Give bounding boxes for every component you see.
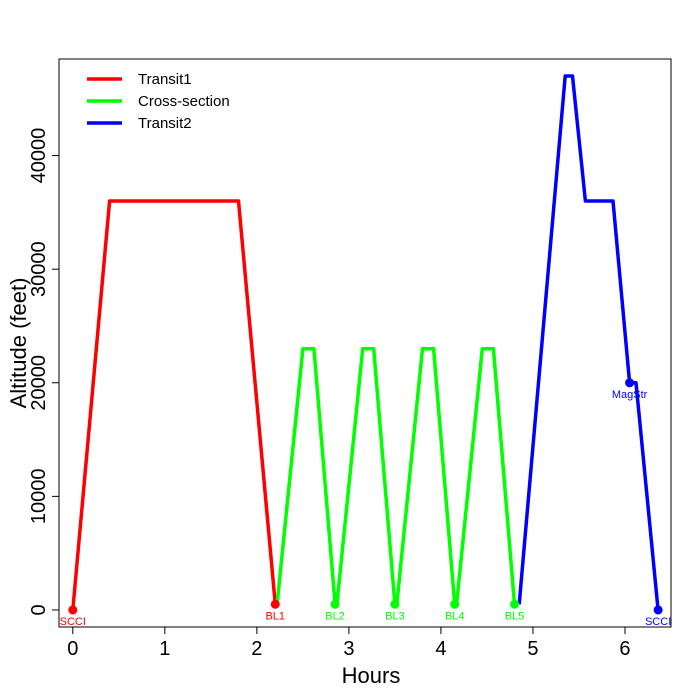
series-line-cross-section [275, 346, 517, 607]
waypoint-marker [390, 599, 400, 609]
legend-entry: Transit2 [138, 115, 192, 132]
waypoint-marker [270, 599, 280, 609]
y-tick-label: 30000 [28, 241, 50, 297]
waypoint-marker [450, 599, 460, 609]
x-tick-label: 5 [527, 638, 538, 660]
waypoints: SCCI BL1 BL2 BL3 BL4 BL5 MagStr SCCI [60, 378, 671, 628]
x-tick-label: 2 [251, 638, 262, 660]
axes: 0 1 2 3 4 5 6 0 10000 20000 30000 40000 [28, 128, 631, 660]
waypoint-label: MagStr [612, 389, 648, 401]
x-tick-label: 0 [67, 638, 78, 660]
waypoint-marker [510, 599, 520, 609]
waypoint-label: SCCI [645, 616, 671, 628]
x-axis-title: Hours [342, 663, 401, 688]
y-axis-title: Altitude (feet) [6, 278, 31, 409]
series-line-transit1 [71, 199, 278, 611]
x-tick-label: 6 [619, 638, 630, 660]
waypoint-label: BL1 [265, 610, 285, 622]
waypoint-marker [330, 599, 340, 609]
waypoint-label: BL5 [505, 610, 525, 622]
legend-entry: Cross-section [138, 93, 230, 110]
plot-frame [58, 58, 672, 628]
legend-entry: Transit1 [138, 71, 192, 88]
waypoint-label: BL2 [325, 610, 345, 622]
series-lines [71, 74, 660, 611]
waypoint-marker [653, 605, 663, 615]
y-tick-label: 0 [28, 604, 50, 615]
waypoint-label: SCCI [60, 616, 86, 628]
waypoint-label: BL3 [385, 610, 405, 622]
legend: Transit1 Cross-section Transit2 [87, 71, 230, 132]
series-line-transit2 [517, 74, 660, 611]
y-tick-label: 40000 [28, 128, 50, 184]
x-tick-label: 1 [159, 638, 170, 660]
waypoint-label: BL4 [445, 610, 465, 622]
waypoint-marker [625, 378, 635, 388]
y-tick-label: 10000 [28, 469, 50, 525]
x-tick-label: 3 [343, 638, 354, 660]
waypoint-marker [68, 605, 78, 615]
x-tick-label: 4 [435, 638, 446, 660]
y-tick-label: 20000 [28, 355, 50, 411]
